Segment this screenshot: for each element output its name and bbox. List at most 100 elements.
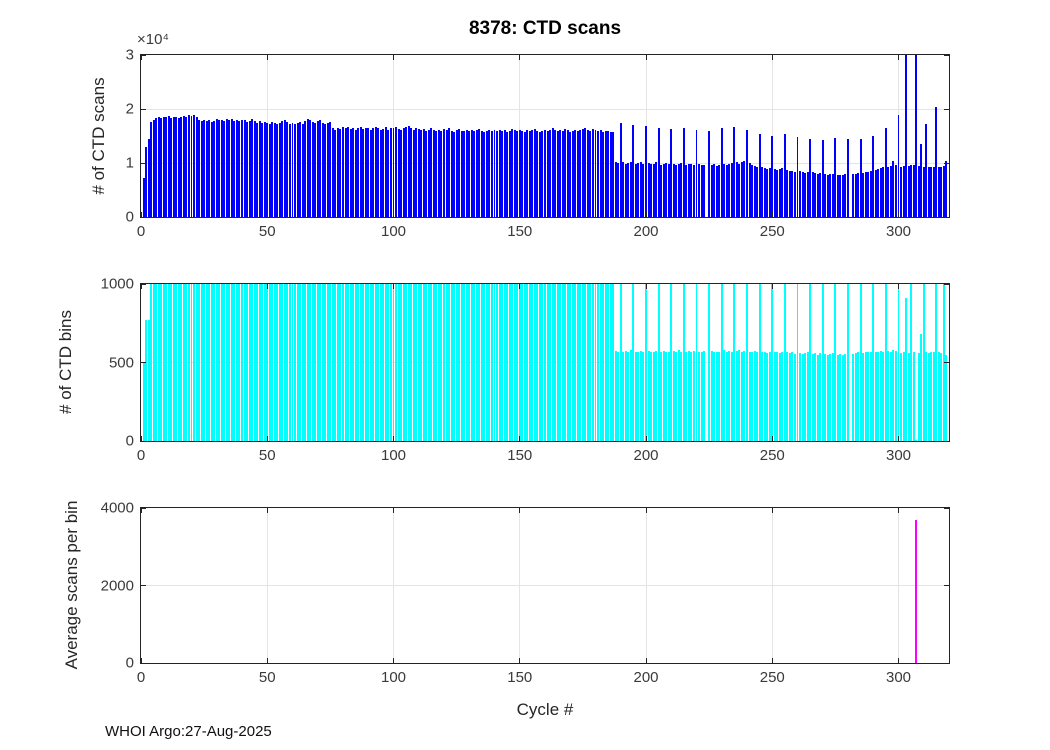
data-bar (314, 284, 317, 441)
data-bar (905, 55, 908, 217)
data-bar (241, 120, 243, 217)
data-bar (869, 170, 872, 217)
data-bar (157, 284, 160, 441)
data-bar (894, 164, 897, 217)
data-bar (513, 284, 516, 441)
data-bar (920, 144, 923, 217)
data-bar (493, 284, 496, 441)
data-bar (672, 350, 675, 441)
data-bar (230, 119, 233, 217)
data-bar (425, 284, 428, 441)
data-bar (526, 130, 529, 217)
x-tick-label: 250 (759, 223, 785, 240)
data-bar (889, 351, 892, 441)
data-bar (147, 320, 150, 441)
data-bar (925, 351, 928, 441)
data-bar (336, 127, 339, 217)
data-bar (841, 354, 844, 441)
data-bar (806, 352, 809, 441)
data-bar (177, 284, 180, 441)
axis-tick (771, 436, 773, 441)
data-bar (296, 284, 299, 441)
data-bar (177, 118, 180, 217)
data-bar (455, 284, 458, 441)
data-bar (425, 130, 428, 217)
data-bar (427, 284, 430, 441)
data-bar (867, 351, 870, 441)
data-bar (187, 284, 190, 441)
data-bar (657, 284, 660, 441)
data-bar (655, 162, 658, 217)
data-bar (233, 120, 236, 217)
axis-tick (141, 284, 142, 289)
data-bar (862, 172, 865, 217)
data-bar (218, 120, 221, 217)
data-bar (533, 284, 536, 441)
data-bar (927, 167, 930, 217)
axis-tick (645, 284, 647, 289)
data-bar (480, 284, 483, 441)
data-bar (172, 116, 175, 217)
data-bar (847, 139, 849, 217)
data-bar (523, 284, 526, 441)
data-bar (677, 349, 680, 441)
data-bar (450, 284, 453, 441)
data-bar (299, 121, 302, 217)
data-bar (831, 353, 834, 441)
data-bar (246, 284, 249, 441)
axis-tick (393, 658, 394, 663)
data-bar (422, 128, 425, 217)
data-bar (554, 284, 557, 441)
data-bar (571, 130, 574, 217)
data-bar (483, 131, 486, 217)
data-bar (877, 168, 880, 217)
data-bar (942, 166, 945, 217)
data-bar (203, 119, 206, 217)
axis-tick (898, 658, 899, 663)
data-bar (185, 117, 188, 217)
axis-tick (141, 108, 146, 110)
data-bar (496, 130, 498, 217)
data-bar (342, 127, 344, 217)
data-bar (437, 129, 440, 217)
data-bar (902, 351, 905, 441)
data-bar (748, 351, 751, 441)
axis-tick (393, 55, 394, 60)
data-bar (884, 284, 887, 441)
data-bar (410, 127, 413, 217)
axis-tick (141, 436, 142, 441)
data-bar (233, 284, 236, 441)
data-bar (485, 130, 488, 217)
data-bar (281, 284, 284, 441)
data-bar (839, 175, 842, 217)
y-tick-label: 2000 (100, 577, 134, 594)
data-bar (632, 284, 635, 441)
data-bar (170, 284, 173, 441)
data-bar (458, 284, 461, 441)
data-bar (407, 284, 410, 441)
data-bar (740, 161, 743, 217)
axis-tick (141, 216, 146, 217)
data-bar (624, 350, 627, 441)
axis-tick (141, 440, 146, 441)
data-bar (488, 284, 491, 441)
data-bar (506, 284, 509, 441)
data-bar (680, 351, 683, 441)
data-bar (682, 284, 685, 441)
data-bar (645, 284, 647, 441)
data-bar (501, 131, 504, 217)
data-bar (180, 116, 183, 217)
data-bar (225, 118, 228, 217)
data-bar (225, 284, 228, 441)
data-bar (415, 128, 418, 217)
data-bar (799, 353, 801, 441)
axis-tick (141, 508, 142, 513)
data-bar (627, 163, 630, 217)
ylabel-ctd-scans: # of CTD scans (89, 77, 108, 195)
data-bar (786, 170, 789, 217)
data-bar (460, 130, 463, 217)
data-bar (768, 168, 771, 217)
data-bar (660, 164, 663, 217)
data-bar (551, 128, 554, 217)
bottom-chart-bars (141, 508, 949, 663)
